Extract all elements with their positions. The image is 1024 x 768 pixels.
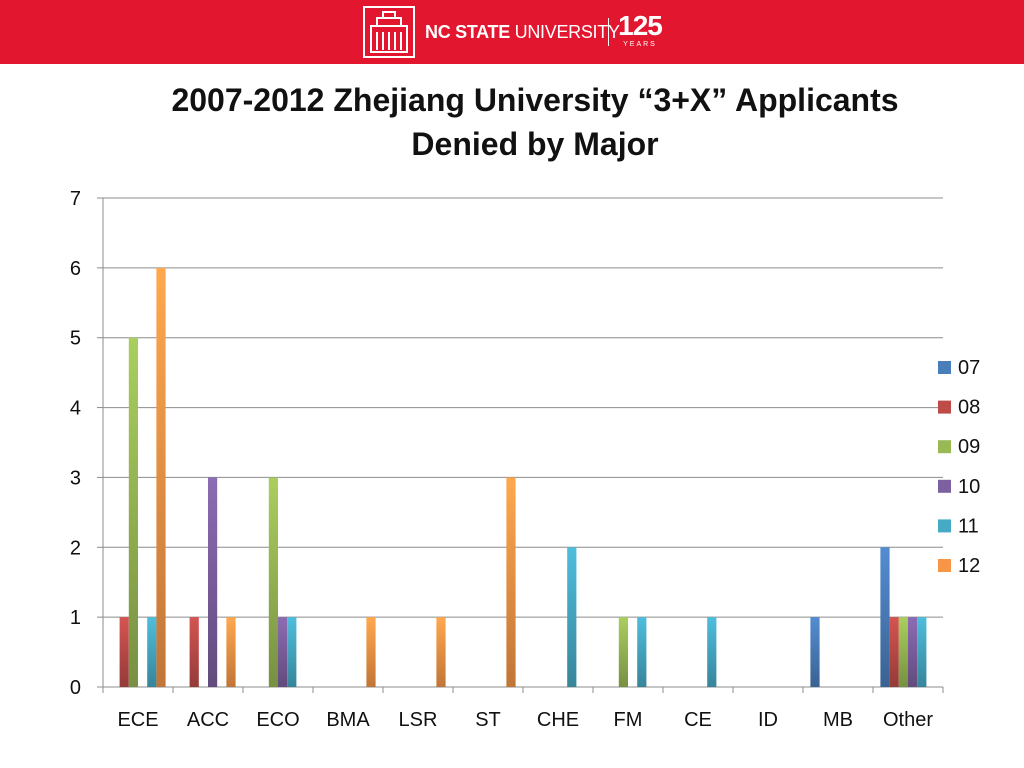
- legend-swatch: [938, 440, 951, 454]
- x-tick-label: BMA: [326, 709, 370, 731]
- anniversary-mark: 125 YEARS: [618, 10, 663, 49]
- chart-title-line-2: Denied by Major: [411, 126, 659, 162]
- bar-10-other: [908, 617, 918, 687]
- bar-11-fm: [637, 617, 647, 687]
- bar-09-fm: [618, 617, 628, 687]
- y-tick-label: 4: [70, 398, 81, 420]
- brand-regular: UNIVERSITY: [509, 22, 620, 42]
- legend-swatch: [938, 479, 951, 493]
- y-tick-label: 2: [70, 537, 81, 559]
- bar-10-eco: [278, 617, 288, 687]
- x-tick-label: ID: [758, 709, 778, 731]
- bar-09-eco: [268, 477, 278, 687]
- chart-title: 2007-2012 Zhejiang University “3+X” Appl…: [110, 78, 960, 166]
- university-wordmark: NC STATE UNIVERSITY: [425, 20, 620, 44]
- x-tick-label: ACC: [187, 709, 229, 731]
- belltower-logo-icon: [363, 6, 415, 58]
- x-tick-label: ECO: [256, 709, 299, 731]
- legend-swatch: [938, 400, 951, 414]
- x-tick-label: LSR: [399, 709, 438, 731]
- bar-12-ece: [156, 267, 166, 687]
- bar-11-other: [917, 617, 927, 687]
- bar-12-lsr: [436, 617, 446, 687]
- y-tick-label: 3: [70, 467, 81, 489]
- bar-12-bma: [366, 617, 376, 687]
- x-tick-label: ST: [475, 709, 501, 731]
- x-tick-label: MB: [823, 709, 853, 731]
- bar-10-acc: [208, 477, 218, 687]
- legend-swatch: [938, 519, 951, 533]
- bar-08-ece: [119, 617, 129, 687]
- bar-07-mb: [810, 617, 820, 687]
- bar-11-ece: [147, 617, 157, 687]
- x-tick-label: CE: [684, 709, 712, 731]
- brand-divider: [608, 18, 609, 46]
- legend-label: 12: [958, 555, 980, 577]
- y-tick-label: 0: [70, 677, 81, 699]
- legend-label: 07: [958, 357, 980, 379]
- bar-07-other: [880, 547, 890, 687]
- brand-bold: NC STATE: [425, 22, 510, 42]
- y-tick-label: 7: [70, 188, 81, 210]
- bar-09-other: [898, 617, 908, 687]
- bar-08-acc: [189, 617, 199, 687]
- legend-swatch: [938, 559, 951, 572]
- y-tick-label: 5: [70, 328, 81, 350]
- chart-title-line-1: 2007-2012 Zhejiang University “3+X” Appl…: [171, 82, 899, 118]
- bar-08-other: [889, 617, 899, 687]
- bar-11-che: [567, 547, 577, 687]
- legend-label: 10: [958, 476, 980, 498]
- header-banner: NC STATE UNIVERSITY 125 YEARS: [0, 0, 1024, 64]
- legend-label: 08: [958, 397, 980, 419]
- x-tick-label: ECE: [117, 709, 158, 731]
- legend-label: 09: [958, 436, 980, 458]
- legend-swatch: [938, 361, 951, 374]
- bar-09-ece: [128, 337, 138, 687]
- bar-11-ce: [707, 617, 717, 687]
- x-tick-label: FM: [614, 709, 643, 731]
- legend-label: 11: [958, 515, 979, 537]
- bar-12-st: [506, 477, 516, 687]
- y-tick-label: 6: [70, 258, 81, 280]
- anniversary-number: 125: [618, 10, 663, 41]
- x-tick-label: CHE: [537, 709, 579, 731]
- y-tick-label: 1: [70, 607, 81, 629]
- anniversary-word: YEARS: [623, 41, 657, 48]
- bar-12-acc: [226, 617, 236, 687]
- bar-11-eco: [287, 617, 297, 687]
- x-tick-label: Other: [883, 709, 933, 731]
